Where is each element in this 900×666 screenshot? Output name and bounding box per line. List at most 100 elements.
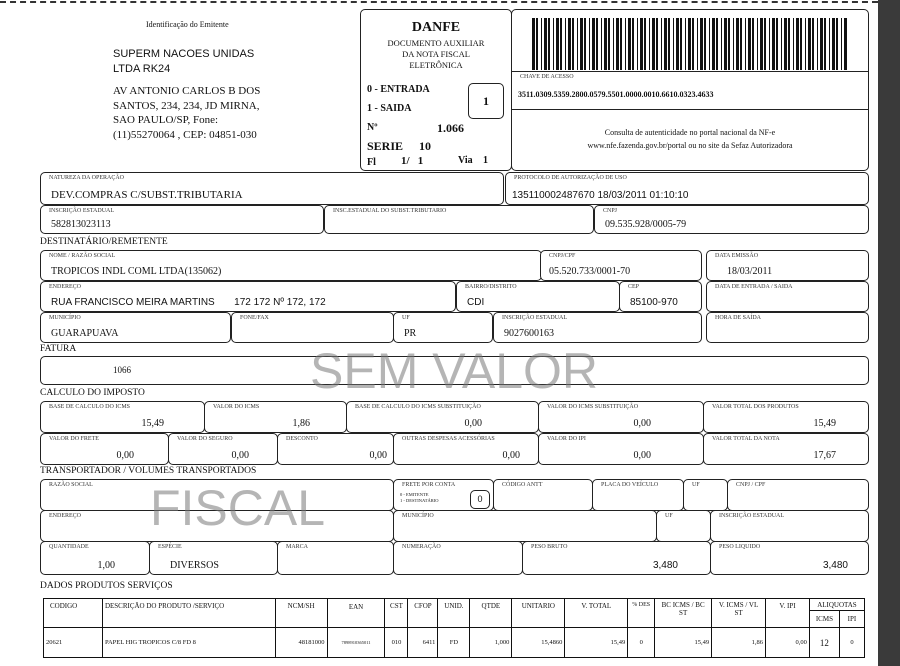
field-value: 1,86 [292, 418, 311, 429]
field-value: TROPICOS INDL COML LTDA(135062) [51, 266, 222, 277]
col-header: CFOP [407, 598, 439, 628]
field-label: UF [692, 482, 700, 488]
barcode-bar [596, 18, 598, 70]
folha-value: 1/ 1 [401, 155, 424, 167]
emitente-name-line: LTDA RK24 [113, 63, 171, 75]
dest-cep-field: CEP 85100-970 [619, 281, 702, 312]
barcode-bar [553, 18, 554, 70]
field-value: 3,480 [822, 560, 848, 571]
serie-value: 10 [419, 139, 431, 153]
serie-label: SERIE [367, 139, 404, 153]
cnpj-field: CNPJ 09.535.928/0005-79 [594, 205, 869, 234]
v-seguro-field: VALOR DO SEGURO 0,00 [168, 433, 278, 465]
barcode-bar [685, 18, 686, 70]
chave-label: CHAVE DE ACESSO [520, 74, 574, 80]
field-value: RUA FRANCISCO MEIRA MARTINS 172 172 Nº 1… [51, 297, 326, 308]
barcode-bar [772, 18, 775, 70]
barcode-bar [736, 18, 739, 70]
dest-nome-field: NOME / RAZÃO SOCIAL TROPICOS INDL COML LT… [40, 250, 542, 281]
barcode-bar [536, 18, 538, 70]
barcode-bar [704, 18, 706, 70]
field-label: UF [402, 315, 410, 321]
field-label: CNPJ/CPF [549, 253, 576, 259]
field-label: MUNICÍPIO [402, 513, 434, 519]
v-produtos-field: VALOR TOTAL DOS PRODUTOS 15,49 [703, 401, 869, 433]
barcode-bar [565, 18, 566, 70]
chave-box: CHAVE DE ACESSO 3511.0309.5359.2800.0579… [511, 9, 869, 171]
barcode-bar [628, 18, 631, 70]
field-label: QUANTIDADE [49, 544, 89, 550]
barcode-bar [676, 18, 679, 70]
consulta-text: Consulta de autenticidade no portal naci… [604, 128, 776, 137]
col-header: V. IPI [765, 598, 810, 628]
emitente-heading: Identificação do Emitente [146, 20, 229, 29]
via-value: 1 [483, 155, 488, 166]
barcode-bar [661, 18, 662, 70]
placa-field: PLACA DO VEÍCULO [592, 479, 684, 511]
barcode-bar [532, 18, 535, 70]
dest-fone-field: FONE/FAX [231, 312, 394, 343]
field-label: HORA DE SAÍDA [715, 315, 762, 321]
col-header: UNID. [437, 598, 471, 628]
field-label: PROTOCOLO DE AUTORIZAÇÃO DE USO [514, 175, 627, 181]
section-transportador: TRANSPORTADOR / VOLUMES TRANSPORTADOS [40, 466, 257, 476]
barcode-bar [721, 18, 722, 70]
barcode-bar [805, 18, 806, 70]
v-ipi-field: VALOR DO IPI 0,00 [538, 433, 704, 465]
barcode-bar [541, 18, 542, 70]
barcode-bar [625, 18, 626, 70]
natureza-field: NATUREZA DA OPERAÇÃO DEV.COMPRAS C/SUBST.… [40, 172, 504, 205]
cell-cst: 010 [384, 627, 409, 658]
barcode-bar [769, 18, 770, 70]
cell-descricao: PAPEL HIG TROPICOS C/8 FD 8 [101, 627, 276, 658]
fatura-value: 1066 [113, 365, 131, 375]
barcode-bar [817, 18, 818, 70]
field-value: 1,00 [97, 560, 116, 571]
numero-label: Nº [367, 122, 378, 133]
field-label: PESO LIQUIDO [719, 544, 761, 550]
protocolo-field: PROTOCOLO DE AUTORIZAÇÃO DE USO 135110002… [505, 172, 869, 205]
barcode-bar [616, 18, 619, 70]
field-label: PESO BRUTO [531, 544, 568, 550]
field-label: RAZÃO SOCIAL [49, 482, 93, 488]
transp-uf2-field: UF [656, 510, 711, 542]
barcode-bar [680, 18, 682, 70]
viewer-background [878, 0, 900, 666]
via-label: Via [458, 155, 473, 166]
v-nota-field: VALOR TOTAL DA NOTA 17,67 [703, 433, 869, 465]
ie-field: INSCRIÇÃO ESTADUAL 582813023113 [40, 205, 324, 234]
field-value: 05.520.733/0001-70 [549, 266, 631, 277]
cell-cfop: 6411 [407, 627, 439, 658]
field-label: BAIRRO/DISTRITO [465, 284, 517, 290]
field-value: 09.535.928/0005-79 [605, 219, 687, 230]
dest-bairro-field: BAIRRO/DISTRITO CDI [456, 281, 620, 312]
col-header: EAN [326, 598, 386, 628]
dest-municipio-field: MUNICÍPIO GUARAPUAVA [40, 312, 231, 343]
field-value: 9027600163 [504, 328, 554, 339]
outras-despesas-field: OUTRAS DESPESAS ACESSÓRIAS 0,00 [393, 433, 539, 465]
barcode-bar [788, 18, 790, 70]
field-label: VALOR DO ICMS [213, 404, 260, 410]
field-value: 18/03/2011 [727, 266, 773, 277]
field-label: INSC.ESTADUAL DO SUBST.TRIBUTARIO [333, 208, 447, 214]
col-header: UNITARIO [511, 598, 566, 628]
col-header: IPI [838, 610, 866, 628]
section-produtos: DADOS PRODUTOS SERVIÇOS [40, 581, 173, 591]
address-line: SAO PAULO/SP, Fone: [113, 114, 219, 126]
transp-razao-field: RAZÃO SOCIAL [40, 479, 394, 511]
col-header: NCM/SH [274, 598, 328, 628]
bc-st-field: BASE DE CALCULO DO ICMS SUBSTITUIÇÃO 0,00 [346, 401, 539, 433]
field-value: 0,00 [369, 450, 388, 461]
barcode-bar [556, 18, 559, 70]
field-label: CÓDIGO ANTT [502, 482, 543, 488]
cell-aliq-ipi: 0 [838, 627, 866, 658]
barcode-bar [760, 18, 763, 70]
cell-v-icms: 1,86 [711, 627, 766, 658]
barcode-bar [632, 18, 634, 70]
section-destinatario: DESTINATÁRIO/REMETENTE [40, 237, 168, 247]
frete-option: 0 - EMITENTE [400, 492, 429, 497]
barcode-bar [764, 18, 766, 70]
barcode-bar [728, 18, 730, 70]
barcode-bar [568, 18, 571, 70]
barcode-bar [812, 18, 814, 70]
